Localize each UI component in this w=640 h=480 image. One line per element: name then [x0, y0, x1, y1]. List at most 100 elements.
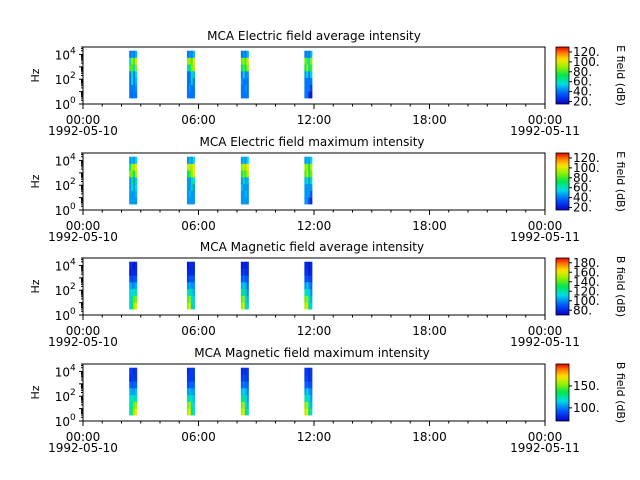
spectrogram-cell — [306, 156, 309, 164]
spectrogram-cell — [129, 64, 132, 72]
spectrogram-cell — [304, 401, 307, 409]
spectrogram-cell — [246, 163, 249, 171]
spectrogram-cell — [246, 367, 249, 375]
spectrogram-cell — [134, 381, 138, 389]
spectrogram-cell — [244, 408, 247, 416]
y-tick-exponent: 4 — [70, 257, 76, 267]
y-axis-label: Hz — [29, 385, 42, 399]
spectrogram-cell — [129, 401, 132, 409]
spectrogram-cell — [310, 268, 313, 276]
colorbar — [555, 152, 570, 211]
spectrogram-cell — [131, 190, 134, 198]
y-tick-label: 10 — [55, 284, 70, 298]
spectrogram-cell — [134, 170, 138, 178]
colorbar-tick-label: 120. — [573, 45, 600, 59]
colorbar-tick-label: 120. — [573, 151, 600, 165]
spectrogram-cell — [186, 275, 190, 283]
colorbar-tick-label: 100. — [573, 294, 600, 308]
spectrogram-cell — [308, 190, 311, 198]
spectrogram-cell — [134, 288, 138, 296]
plot-frame — [82, 363, 546, 422]
pass-2 — [186, 367, 195, 416]
spectrogram-cell — [246, 268, 249, 276]
spectrogram-cell — [244, 394, 247, 402]
spectrogram-cell — [192, 401, 195, 409]
x-date-start: 1992-05-10 — [48, 441, 118, 455]
pass-4 — [304, 50, 313, 99]
x-date-end: 1992-05-11 — [510, 124, 580, 138]
spectrogram-cell — [131, 170, 134, 178]
spectrogram-cell — [242, 408, 245, 416]
x-date-end: 1992-05-11 — [510, 230, 580, 244]
pass-1 — [129, 367, 138, 416]
x-tick-label: 00:00 — [528, 113, 563, 127]
colorbar-tick-label: 40. — [573, 191, 592, 205]
spectrogram-cell — [246, 401, 249, 409]
spectrogram-cell — [304, 288, 307, 296]
spectrogram-cell — [244, 401, 247, 409]
spectrogram-cell — [188, 261, 192, 269]
spectrogram-cell — [306, 50, 309, 58]
x-date-start: 1992-05-10 — [48, 230, 118, 244]
spectrogram-cell — [131, 282, 134, 290]
spectrogram-cell — [190, 367, 194, 375]
colorbar-tick-label: 80. — [573, 171, 592, 185]
pass-2 — [186, 156, 195, 205]
spectrogram-cell — [304, 177, 307, 185]
spectrogram-cell — [188, 64, 192, 72]
spectrogram-cell — [186, 408, 190, 416]
pass-1 — [129, 156, 138, 205]
spectrogram-cell — [304, 388, 307, 396]
spectrogram-cell — [304, 170, 307, 178]
spectrogram-cell — [304, 268, 307, 276]
colorbar-tick-label: 100. — [573, 55, 600, 69]
spectrogram-cell — [192, 367, 195, 375]
spectrogram-cell — [308, 84, 311, 92]
spectrogram-cell — [310, 77, 313, 85]
spectrogram-cell — [133, 177, 136, 185]
spectrogram-cell — [310, 156, 313, 164]
spectrogram-cell — [129, 71, 132, 79]
spectrogram-cell — [134, 91, 138, 99]
spectrogram-cell — [306, 394, 309, 402]
y-tick-exponent: 0 — [70, 96, 76, 106]
spectrogram-cell — [244, 71, 247, 79]
x-tick-label: 00:00 — [66, 113, 101, 127]
spectrogram-cell — [246, 77, 249, 85]
spectrogram-cell — [308, 275, 311, 283]
spectrogram-cell — [244, 302, 247, 310]
spectrogram-cell — [244, 367, 247, 375]
spectrogram-cell — [190, 190, 194, 198]
spectrogram-cell — [308, 261, 311, 269]
spectrogram-cell — [190, 374, 194, 382]
spectrogram-cell — [306, 71, 309, 79]
spectrogram-cell — [186, 163, 190, 171]
spectrogram-cell — [242, 197, 245, 205]
x-date-start: 1992-05-10 — [48, 335, 118, 349]
spectrogram-cell — [304, 156, 307, 164]
y-tick-label: 10 — [55, 154, 70, 168]
spectrogram-cell — [192, 71, 195, 79]
spectrogram-cell — [306, 408, 309, 416]
spectrogram-cell — [242, 71, 245, 79]
chart-title: MCA Electric field maximum intensity — [199, 135, 424, 149]
colorbar-label: E field (dB) — [614, 151, 627, 212]
spectrogram-cell — [246, 288, 249, 296]
spectrogram-cell — [246, 156, 249, 164]
spectrogram-cell — [131, 163, 134, 171]
spectrogram-cell — [192, 64, 195, 72]
y-tick-label: 10 — [55, 390, 70, 404]
spectrogram-cell — [306, 401, 309, 409]
spectrogram-cell — [304, 282, 307, 290]
spectrogram-cell — [133, 408, 136, 416]
colorbar — [555, 363, 570, 422]
pass-1 — [129, 50, 138, 99]
spectrogram-cell — [306, 288, 309, 296]
spectrogram-cell — [133, 71, 136, 79]
spectrogram-cell — [192, 288, 195, 296]
colorbar-tick-label: 60. — [573, 75, 592, 89]
x-tick-label: 00:00 — [528, 430, 563, 444]
spectrogram-cell — [240, 282, 244, 290]
spectrogram-cell — [192, 295, 195, 303]
spectrogram-cell — [131, 388, 134, 396]
